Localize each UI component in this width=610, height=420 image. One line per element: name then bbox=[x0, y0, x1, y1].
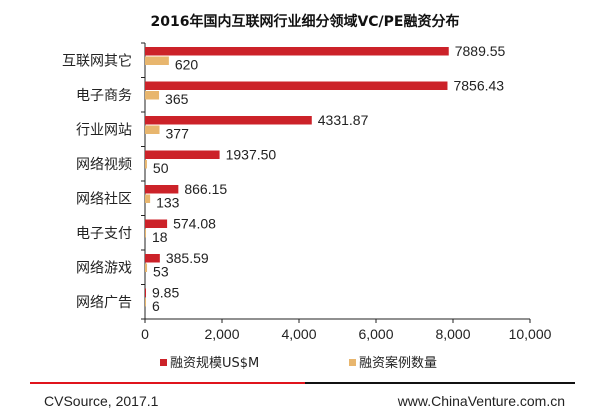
website: www.ChinaVenture.com.cn bbox=[397, 393, 565, 409]
bar-cases bbox=[145, 194, 151, 203]
bar-cases bbox=[145, 160, 147, 169]
bar-funding bbox=[145, 116, 312, 125]
data-label-funding: 4331.87 bbox=[318, 112, 369, 128]
bar-cases bbox=[145, 125, 160, 134]
bar-cases bbox=[145, 263, 148, 272]
bar-cases bbox=[145, 298, 146, 307]
bar-funding bbox=[145, 254, 160, 263]
chart-title: 2016年国内互联网行业细分领域VC/PE融资分布 bbox=[150, 13, 459, 30]
footer-rule-red bbox=[30, 382, 305, 384]
legend-label-funding: 融资规模US$M bbox=[170, 356, 259, 371]
data-label-funding: 866.15 bbox=[184, 181, 227, 197]
data-label-funding: 7856.43 bbox=[453, 78, 504, 94]
x-tick-label: 6,000 bbox=[358, 326, 393, 342]
data-label-cases: 6 bbox=[152, 298, 160, 314]
footer: CVSource, 2017.1 www.ChinaVenture.com.cn bbox=[30, 382, 575, 409]
bar-cases bbox=[145, 56, 169, 65]
data-label-funding: 1937.50 bbox=[226, 147, 277, 163]
category-label: 网络社区 bbox=[76, 191, 132, 207]
data-label-cases: 620 bbox=[175, 57, 199, 73]
bar-funding bbox=[145, 219, 168, 228]
data-label-cases: 53 bbox=[153, 264, 169, 280]
bar-cases bbox=[145, 229, 146, 238]
data-label-cases: 18 bbox=[152, 229, 168, 245]
data-label-funding: 7889.55 bbox=[455, 43, 506, 59]
category-label: 网络游戏 bbox=[76, 260, 132, 276]
data-label-cases: 133 bbox=[156, 195, 180, 211]
data-label-funding: 385.59 bbox=[166, 250, 209, 266]
legend-label-cases: 融资案例数量 bbox=[359, 356, 437, 371]
data-label-cases: 50 bbox=[153, 160, 169, 176]
bar-funding bbox=[145, 47, 449, 56]
footer-rule-black bbox=[305, 382, 575, 384]
bar-funding bbox=[145, 288, 146, 297]
source-note: CVSource, 2017.1 bbox=[44, 393, 159, 409]
bar-cases bbox=[145, 91, 160, 100]
bar-funding bbox=[145, 81, 448, 90]
x-tick-label: 2,000 bbox=[204, 326, 239, 342]
data-label-cases: 365 bbox=[165, 91, 189, 107]
category-label: 电子商务 bbox=[76, 88, 132, 104]
bar-funding bbox=[145, 185, 179, 194]
category-label: 电子支付 bbox=[76, 226, 132, 242]
category-label: 行业网站 bbox=[76, 122, 132, 138]
plot-area: 0 2,000 4,000 6,000 8,000 10,000 互联网其它 7889.55 6… bbox=[62, 42, 552, 342]
category-label: 互联网其它 bbox=[62, 52, 132, 69]
legend-swatch-cases bbox=[349, 359, 356, 366]
data-label-funding: 574.08 bbox=[173, 216, 216, 232]
x-tick-label: 8,000 bbox=[435, 326, 470, 342]
x-tick-label: 10,000 bbox=[509, 326, 552, 342]
category-label: 网络广告 bbox=[76, 295, 132, 311]
x-tick-label: 4,000 bbox=[281, 326, 316, 342]
category-label: 网络视频 bbox=[76, 157, 132, 173]
legend: 融资规模US$M 融资案例数量 bbox=[160, 356, 437, 371]
data-label-cases: 377 bbox=[166, 126, 190, 142]
bar-funding bbox=[145, 150, 220, 159]
legend-swatch-funding bbox=[160, 359, 167, 366]
data-label-funding: 9.85 bbox=[152, 285, 179, 301]
x-tick-label: 0 bbox=[141, 326, 149, 342]
